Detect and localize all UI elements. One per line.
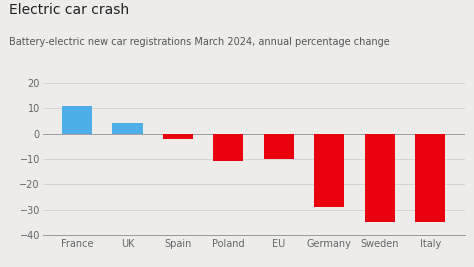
Bar <box>213 134 244 161</box>
Text: Battery-electric new car registrations March 2024, annual percentage change: Battery-electric new car registrations M… <box>9 37 390 47</box>
Text: Electric car crash: Electric car crash <box>9 3 129 17</box>
Bar <box>62 105 92 134</box>
Bar <box>163 134 193 139</box>
Bar <box>314 134 345 207</box>
Bar <box>365 134 395 222</box>
Bar <box>264 134 294 159</box>
Bar <box>112 123 143 134</box>
Bar <box>415 134 446 222</box>
